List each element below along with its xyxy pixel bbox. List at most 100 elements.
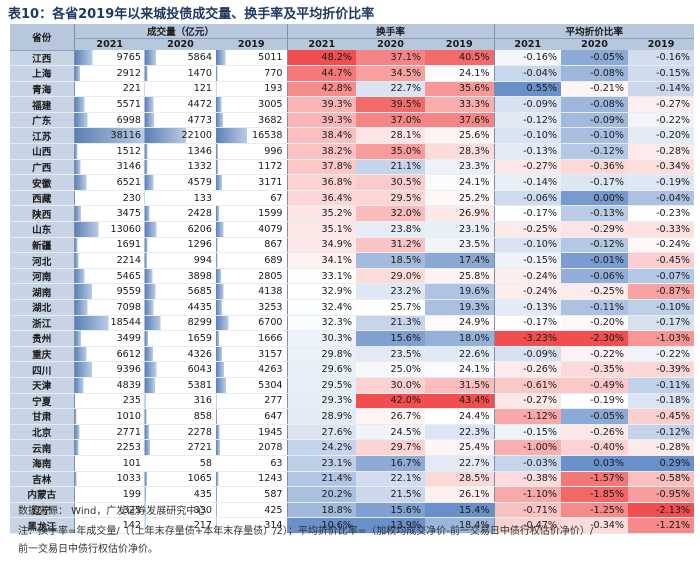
turnover-cell: 22.3% xyxy=(425,424,494,440)
volume-cell: 8299 xyxy=(145,315,216,331)
turnover-cell: 23.5% xyxy=(356,346,425,362)
volume-cell: 4839 xyxy=(74,377,145,393)
volume-cell: 1243 xyxy=(216,471,287,487)
volume-cell: 1332 xyxy=(145,159,216,175)
year-header: 2021 xyxy=(74,39,145,51)
volume-cell: 770 xyxy=(216,66,287,82)
volume-cell: 5571 xyxy=(74,97,145,113)
formula-note: 注：换手率=年成交量/（（上年末存量债+本年末存量债）/2）；平均折价比率=（加… xyxy=(18,522,593,537)
table-row: 甘肃 1010 858 647 28.9% 26.7% 24.4% -1.12% -0.05% -… xyxy=(10,409,694,425)
volume-cell: 22100 xyxy=(145,128,216,144)
turnover-cell: 24.5% xyxy=(356,424,425,440)
discount-cell: -0.25% xyxy=(561,284,628,300)
volume-cell: 121 xyxy=(145,81,216,97)
volume-cell: 1691 xyxy=(74,237,145,253)
turnover-cell: 33.3% xyxy=(425,97,494,113)
province-cell: 浙江 xyxy=(10,315,74,331)
turnover-cell: 25.6% xyxy=(425,128,494,144)
turnover-cell: 29.8% xyxy=(287,346,356,362)
discount-cell: -0.10% xyxy=(494,237,561,253)
turnover-cell: 28.5% xyxy=(425,471,494,487)
discount-cell: -0.28% xyxy=(628,440,694,456)
turnover-cell: 21.1% xyxy=(356,159,425,175)
table-row: 江西 9765 5864 5011 48.2% 37.1% 40.5% -0.16% -0.05… xyxy=(10,50,694,66)
turnover-cell: 35.1% xyxy=(287,222,356,238)
province-cell: 河南 xyxy=(10,268,74,284)
table-row: 北京 2771 2278 1945 27.6% 24.5% 22.3% -0.15% -0.26… xyxy=(10,424,694,440)
discount-cell: -0.15% xyxy=(628,66,694,82)
turnover-cell: 22.1% xyxy=(356,471,425,487)
volume-cell: 1659 xyxy=(145,331,216,347)
province-cell: 上海 xyxy=(10,66,74,82)
volume-cell: 2721 xyxy=(145,440,216,456)
volume-cell: 867 xyxy=(216,237,287,253)
table-row: 广西 3146 1332 1172 37.8% 21.1% 23.3% -0.27% -0.36… xyxy=(10,159,694,175)
province-cell: 四川 xyxy=(10,362,74,378)
formula-note-continued: 前一交易日中债行权估价净价。 xyxy=(18,540,158,555)
discount-cell: -3.23% xyxy=(494,331,561,347)
turnover-cell: 26.9% xyxy=(425,206,494,222)
discount-cell: -0.39% xyxy=(628,362,694,378)
table-row: 江苏 38116 22100 16538 38.4% 28.1% 25.6% -0.10% -0… xyxy=(10,128,694,144)
turnover-cell: 25.0% xyxy=(356,362,425,378)
turnover-cell: 23.3% xyxy=(425,159,494,175)
table-row: 西藏 230 133 67 36.4% 29.5% 25.2% -0.06% 0.00% -0.0… xyxy=(10,190,694,206)
discount-cell: -1.57% xyxy=(561,471,628,487)
turnover-cell: 37.1% xyxy=(356,50,425,66)
year-header: 2021 xyxy=(494,39,561,51)
discount-cell: -0.21% xyxy=(561,81,628,97)
discount-cell: -0.04% xyxy=(628,190,694,206)
turnover-cell: 28.1% xyxy=(356,128,425,144)
turnover-cell: 32.3% xyxy=(287,315,356,331)
volume-cell: 67 xyxy=(216,190,287,206)
volume-cell: 277 xyxy=(216,393,287,409)
discount-cell: -0.10% xyxy=(628,300,694,316)
discount-cell: -0.25% xyxy=(494,222,561,238)
turnover-cell: 30.3% xyxy=(287,331,356,347)
volume-cell: 101 xyxy=(74,455,145,471)
volume-cell: 18544 xyxy=(74,315,145,331)
province-cell: 宁夏 xyxy=(10,393,74,409)
discount-cell: -0.35% xyxy=(561,362,628,378)
table-row: 青海 221 121 193 42.8% 22.7% 35.6% 0.55% -0.21% -0.… xyxy=(10,81,694,97)
turnover-cell: 24.2% xyxy=(287,440,356,456)
year-header: 2019 xyxy=(628,39,694,51)
turnover-cell: 42.0% xyxy=(356,393,425,409)
turnover-cell: 33.1% xyxy=(287,268,356,284)
turnover-cell: 21.3% xyxy=(356,315,425,331)
discount-cell: -0.12% xyxy=(628,424,694,440)
turnover-cell: 30.5% xyxy=(356,175,425,191)
discount-cell: -0.24% xyxy=(628,237,694,253)
discount-cell: -0.11% xyxy=(628,377,694,393)
discount-cell: -0.13% xyxy=(494,300,561,316)
turnover-cell: 34.9% xyxy=(287,237,356,253)
province-cell: 湖南 xyxy=(10,284,74,300)
turnover-cell: 15.6% xyxy=(356,502,425,518)
discount-cell: -0.03% xyxy=(494,455,561,471)
discount-cell: -0.20% xyxy=(628,128,694,144)
year-header: 2020 xyxy=(356,39,425,51)
turnover-cell: 29.5% xyxy=(287,377,356,393)
turnover-cell: 44.7% xyxy=(287,66,356,82)
province-cell: 陕西 xyxy=(10,206,74,222)
discount-cell: -0.29% xyxy=(561,222,628,238)
table-row: 广东 6998 4773 3682 39.3% 37.0% 37.6% -0.12% -0.09… xyxy=(10,112,694,128)
turnover-cell: 38.4% xyxy=(287,128,356,144)
volume-cell: 38116 xyxy=(74,128,145,144)
volume-cell: 2805 xyxy=(216,268,287,284)
discount-cell: -0.34% xyxy=(628,159,694,175)
province-cell: 天津 xyxy=(10,377,74,393)
turnover-cell: 39.3% xyxy=(287,97,356,113)
year-header: 2020 xyxy=(145,39,216,51)
province-cell: 河北 xyxy=(10,253,74,269)
province-cell: 新疆 xyxy=(10,237,74,253)
turnover-cell: 35.2% xyxy=(287,206,356,222)
discount-cell: -2.30% xyxy=(561,331,628,347)
year-header: 2019 xyxy=(425,39,494,51)
turnover-cell: 24.4% xyxy=(425,409,494,425)
header-volume: 成交量（亿元） xyxy=(74,24,287,39)
volume-cell: 9559 xyxy=(74,284,145,300)
turnover-cell: 21.4% xyxy=(287,471,356,487)
header-turnover: 换手率 xyxy=(287,24,494,39)
turnover-cell: 27.6% xyxy=(287,424,356,440)
